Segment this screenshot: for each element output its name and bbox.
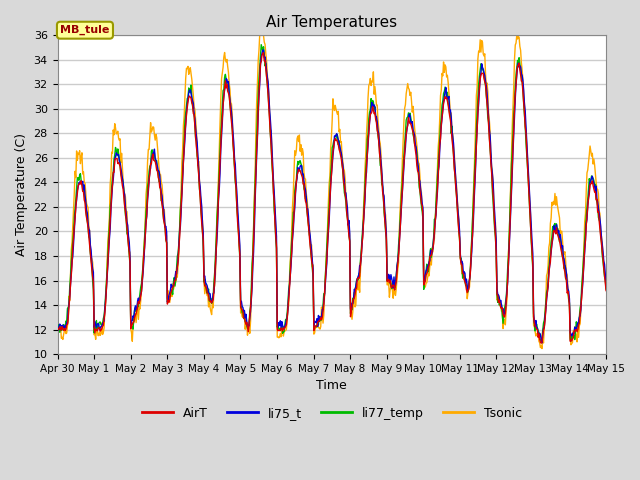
Legend: AirT, li75_t, li77_temp, Tsonic: AirT, li75_t, li77_temp, Tsonic xyxy=(137,402,527,425)
Title: Air Temperatures: Air Temperatures xyxy=(266,15,397,30)
Text: MB_tule: MB_tule xyxy=(60,25,109,36)
X-axis label: Time: Time xyxy=(316,379,347,392)
Y-axis label: Air Temperature (C): Air Temperature (C) xyxy=(15,133,28,256)
